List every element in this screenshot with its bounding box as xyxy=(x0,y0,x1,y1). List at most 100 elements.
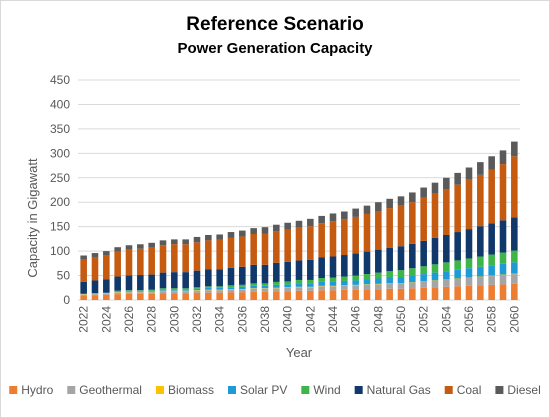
bar-segment-hydro xyxy=(499,284,507,300)
bar-segment-hydro xyxy=(295,290,303,300)
bar-segment-solar-pv xyxy=(454,269,461,279)
x-tick-label: 2048 xyxy=(371,306,385,333)
bar-segment-wind xyxy=(511,250,518,263)
x-tick-label: 2022 xyxy=(77,306,91,333)
bar-segment-geothermal xyxy=(499,275,507,285)
bar-segment-geothermal xyxy=(329,286,337,291)
bar-segment-geothermal xyxy=(80,294,87,296)
bar-segment-coal xyxy=(488,169,495,224)
bar-segment-coal xyxy=(329,221,337,257)
bar-stack xyxy=(511,141,518,300)
legend-label: Geothermal xyxy=(79,383,142,397)
bar-segment-diesel xyxy=(205,234,212,241)
bar-segment-natural-gas xyxy=(250,264,257,284)
bar-segment-geothermal xyxy=(284,287,291,292)
bar-segment-natural-gas xyxy=(182,272,189,289)
bar-segment-coal xyxy=(409,202,416,244)
bar-segment-coal xyxy=(363,213,371,252)
bar-segment-hydro xyxy=(443,286,450,300)
bar-segment-coal xyxy=(352,216,359,254)
bar-segment-hydro xyxy=(182,293,189,300)
bar-stack xyxy=(352,208,359,300)
bar-stack xyxy=(137,244,144,300)
bar-segment-wind xyxy=(477,256,484,267)
bar-stack xyxy=(454,172,461,300)
bar-segment-geothermal xyxy=(239,289,246,293)
bar-segment-coal xyxy=(477,174,484,227)
legend: Hydro Geothermal Biomass Solar PV Wind Natura… xyxy=(9,383,541,397)
bar-segment-solar-pv xyxy=(341,280,348,286)
x-tick-label: 2026 xyxy=(122,306,136,333)
bar-segment-wind xyxy=(443,262,450,272)
bar-stack xyxy=(227,232,235,300)
bar-segment-diesel xyxy=(171,239,178,245)
y-tick-label: 400 xyxy=(50,97,70,111)
x-axis-title: Year xyxy=(286,345,313,360)
bar-segment-coal xyxy=(182,244,189,273)
bar-stack xyxy=(329,213,337,300)
bar-segment-wind xyxy=(431,264,439,273)
bar-segment-diesel xyxy=(103,251,110,256)
bar-segment-solar-pv xyxy=(352,280,359,285)
bar-segment-solar-pv xyxy=(386,277,393,284)
bar-segment-geothermal xyxy=(125,292,133,294)
bar-segment-diesel xyxy=(318,215,325,224)
bar-segment-diesel xyxy=(148,242,155,248)
bar-stack xyxy=(341,211,348,300)
bar-segment-diesel xyxy=(431,182,439,194)
bar-segment-solar-pv xyxy=(477,266,484,277)
bar-stack xyxy=(465,167,473,300)
bar-segment-solar-pv xyxy=(205,287,212,290)
bar-stack xyxy=(193,236,201,300)
bar-stacks xyxy=(80,141,518,300)
bar-segment-coal xyxy=(193,242,201,271)
bar-stack xyxy=(443,177,450,300)
x-tick-label: 2040 xyxy=(281,306,295,333)
bar-segment-diesel xyxy=(159,240,167,246)
bar-segment-wind xyxy=(329,277,337,282)
bar-segment-geothermal xyxy=(171,291,178,294)
x-tick-label: 2028 xyxy=(145,306,159,333)
x-tick-label: 2036 xyxy=(235,306,249,333)
bar-segment-diesel xyxy=(125,245,133,250)
bar-stack xyxy=(295,220,303,300)
bar-stack xyxy=(477,162,484,300)
bar-segment-natural-gas xyxy=(499,220,507,253)
bar-segment-hydro xyxy=(284,291,291,300)
bar-segment-diesel xyxy=(386,198,393,209)
bar-stack xyxy=(148,242,155,300)
bar-segment-solar-pv xyxy=(511,262,518,274)
bar-segment-wind xyxy=(375,272,382,279)
bar-segment-hydro xyxy=(318,290,325,300)
bar-segment-natural-gas xyxy=(137,275,144,291)
bar-segment-wind xyxy=(216,286,223,288)
bar-segment-natural-gas xyxy=(465,229,473,259)
bar-segment-hydro xyxy=(250,291,257,300)
bar-segment-natural-gas xyxy=(307,259,314,280)
y-tick-label: 0 xyxy=(63,293,70,307)
bar-segment-wind xyxy=(420,266,427,275)
x-tick-label: 2024 xyxy=(99,306,113,333)
bar-segment-geothermal xyxy=(273,288,280,292)
bar-segment-hydro xyxy=(261,291,269,300)
x-tick-label: 2044 xyxy=(326,306,340,333)
bar-segment-solar-pv xyxy=(159,289,167,291)
bar-segment-coal xyxy=(171,244,178,273)
y-tick-label: 450 xyxy=(50,73,70,87)
bar-stack xyxy=(125,245,133,300)
bar-segment-geothermal xyxy=(103,293,110,295)
bar-segment-diesel xyxy=(250,228,257,234)
legend-label: Biomass xyxy=(168,383,214,397)
bar-segment-coal xyxy=(250,234,257,265)
bar-segment-natural-gas xyxy=(352,253,359,276)
bar-segment-geothermal xyxy=(454,278,461,287)
bar-segment-wind xyxy=(352,275,359,281)
bar-segment-solar-pv xyxy=(443,271,450,280)
bar-segment-natural-gas xyxy=(273,262,280,282)
bar-segment-wind xyxy=(363,274,371,280)
bar-segment-wind xyxy=(205,286,212,288)
bar-segment-solar-pv xyxy=(397,277,405,284)
bar-stack xyxy=(103,251,110,300)
bar-segment-diesel xyxy=(216,234,223,240)
bar-segment-diesel xyxy=(80,255,87,260)
